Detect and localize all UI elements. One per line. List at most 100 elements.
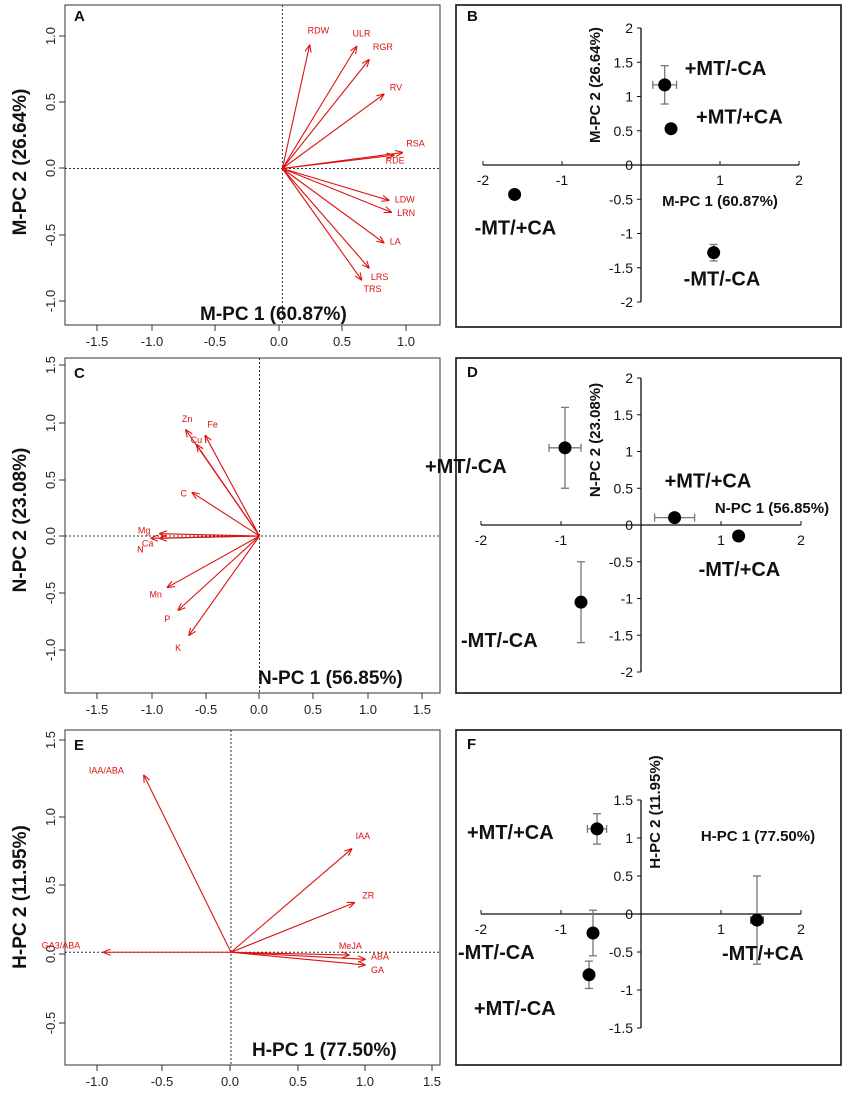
y-tick-label: -2 [621,664,634,680]
loading-vector [197,445,260,537]
panel-b: B -2 -1 1 2 2 1.5 1 0.5 0 -0.5 -1 -1.5 -2 M-PC 1 (60.8… [455,4,842,328]
point-label: +MT/-CA [425,456,507,478]
vector-label: GA [371,965,384,975]
score-point [664,122,678,136]
loading-vector [282,167,388,201]
x-tick-label: 1 [716,172,724,188]
panel-letter: C [74,365,85,382]
y-tick-label: -2 [621,294,634,310]
y-axis-title: N-PC 2 (23.08%) [587,383,604,497]
vector-label: Mg [138,526,151,536]
point-label: -MT/-CA [461,630,538,652]
y-axis-title: M-PC 2 (26.64%) [587,27,604,143]
y-axis-title: H-PC 2 (11.95%) [10,825,31,969]
panel-letter: E [74,737,84,754]
x-tick-label: -1.5 [86,702,108,717]
y-tick-label: 1.5 [43,731,58,749]
loading-vector [282,167,391,213]
x-axis-title: H-PC 1 (77.50%) [701,828,815,845]
score-point [590,822,604,836]
vector-label: MeJA [339,941,362,951]
y-tick-label: -1 [621,982,634,998]
y-tick-label: 1.0 [43,414,58,432]
vector-label: ULR [353,29,372,39]
x-tick-label: 1.0 [397,334,415,349]
vector-label: IAA/ABA [89,765,124,775]
y-tick-label: 0.0 [43,159,58,177]
x-tick-label: -1.0 [86,1074,108,1089]
x-tick-label: -1.0 [141,334,163,349]
vector-label: Cu [191,435,203,445]
x-axis-title: M-PC 1 (60.87%) [662,193,778,210]
x-tick-label: 0.5 [304,702,322,717]
y-tick-label: -0.5 [43,1012,58,1034]
y-tick-label: 0 [625,906,633,922]
panel-letter: B [467,8,478,25]
vector-label: K [175,643,181,653]
y-tick-label: 1.5 [43,356,58,374]
y-tick-label: -1.5 [609,260,633,276]
panel-frame [455,729,842,1066]
vector-label: LRS [371,272,389,282]
x-tick-label: 1.0 [356,1074,374,1089]
vector-label: GA3/ABA [42,940,81,950]
x-axis-title: N-PC 1 (56.85%) [715,500,829,517]
loading-vector [144,775,232,953]
point-label: +MT/-CA [685,58,767,80]
y-tick-label: 2 [625,20,633,36]
loading-vector [281,168,369,268]
y-tick-label: 0.5 [614,868,634,884]
x-tick-label: 1.5 [423,1074,441,1089]
y-axis-title: H-PC 2 (11.95%) [647,755,664,868]
loading-vector [192,493,260,537]
y-tick-label: -0.5 [609,191,633,207]
y-tick-label: 1.0 [43,808,58,826]
panel-c: C -1.5 -1.0 -0.5 0.0 0.5 1.0 1.5 -1.0 -0.5 0.0 0.5 1… [10,356,441,717]
vector-label: C [180,489,187,499]
y-axis-title: N-PC 2 (23.08%) [10,448,31,593]
point-label: -MT/+CA [475,217,557,239]
y-tick-label: -1.5 [609,627,633,643]
x-tick-label: -2 [475,532,488,548]
y-tick-label: -1 [621,226,634,242]
vector-label: Fe [207,420,218,430]
panel-letter: F [467,736,476,753]
vector-label: Zn [182,414,193,424]
loading-vector [281,60,369,169]
vector-label: IAA [356,831,371,841]
vector-label: RV [390,82,402,92]
panel-f: F -2 -1 1 2 1.5 1 0.5 0 -0.5 -1 -1.5 H-PC 1 (77.50%)… [455,729,842,1066]
loading-vector [230,849,352,953]
y-tick-label: 0.5 [614,480,634,496]
loading-vector [230,951,365,965]
y-tick-label: 0 [625,157,633,173]
y-tick-label: 1.0 [43,27,58,45]
x-tick-label: -2 [477,172,490,188]
vector-label: Mn [149,589,162,599]
x-tick-label: 2 [795,172,803,188]
y-tick-label: 1.5 [614,407,634,423]
loading-vector [189,535,260,635]
x-tick-label: 1.5 [413,702,431,717]
y-tick-label: -0.5 [43,582,58,604]
point-label: -MT/+CA [699,559,781,581]
panel-letter: D [467,364,478,381]
score-point [558,441,572,455]
y-tick-label: -1.5 [609,1020,633,1036]
score-point [668,511,682,525]
point-label: +MT/+CA [696,107,783,129]
score-point [658,78,672,92]
y-tick-label: -1.0 [43,639,58,661]
point-label: +MT/+CA [467,822,554,844]
x-tick-label: 0.0 [270,334,288,349]
loading-vector [282,94,383,169]
vector-label: RGR [373,42,394,52]
y-tick-label: 0.5 [43,93,58,111]
panel-e: E -1.0 -0.5 0.0 0.5 1.0 1.5 -0.5 0.0 0.5 1.0 1.5 IAA… [10,729,441,1089]
loading-vector [167,535,260,587]
loading-vector [205,436,260,537]
panel-frame [64,729,441,1066]
score-point [707,246,721,260]
y-tick-label: 1 [625,89,633,105]
